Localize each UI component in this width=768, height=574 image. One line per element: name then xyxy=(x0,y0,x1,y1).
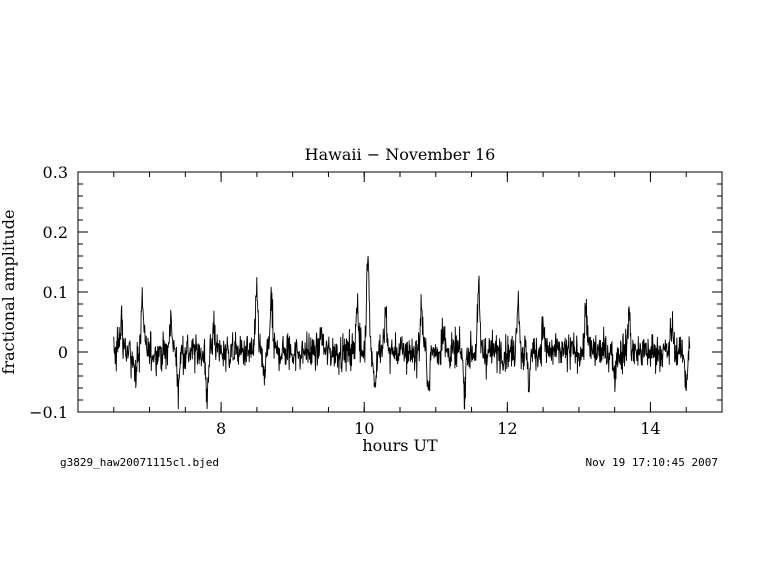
x-tick-label: 14 xyxy=(640,419,660,438)
footer-timestamp: Nov 19 17:10:45 2007 xyxy=(585,456,718,469)
y-tick-label: 0.2 xyxy=(43,223,68,242)
x-tick-label: 12 xyxy=(497,419,517,438)
series xyxy=(113,256,691,410)
axis-ticks: 8 10 12 14 −0.1 0 0.1 0.2 0.3 xyxy=(29,163,723,438)
x-axis-label: hours UT xyxy=(362,436,438,455)
series-line xyxy=(113,256,691,410)
x-tick-label: 10 xyxy=(354,419,374,438)
footer-filename: g3829_haw20071115cl.bjed xyxy=(60,456,219,469)
plot-frame xyxy=(77,171,723,413)
x-tick-label: 8 xyxy=(216,419,226,438)
y-tick-label: −0.1 xyxy=(29,403,68,422)
chart-title: Hawaii − November 16 xyxy=(305,145,496,164)
y-axis-label: fractional amplitude xyxy=(0,210,18,375)
y-tick-label: 0.3 xyxy=(43,163,68,182)
y-tick-label: 0 xyxy=(58,343,68,362)
y-tick-label: 0.1 xyxy=(43,283,68,302)
